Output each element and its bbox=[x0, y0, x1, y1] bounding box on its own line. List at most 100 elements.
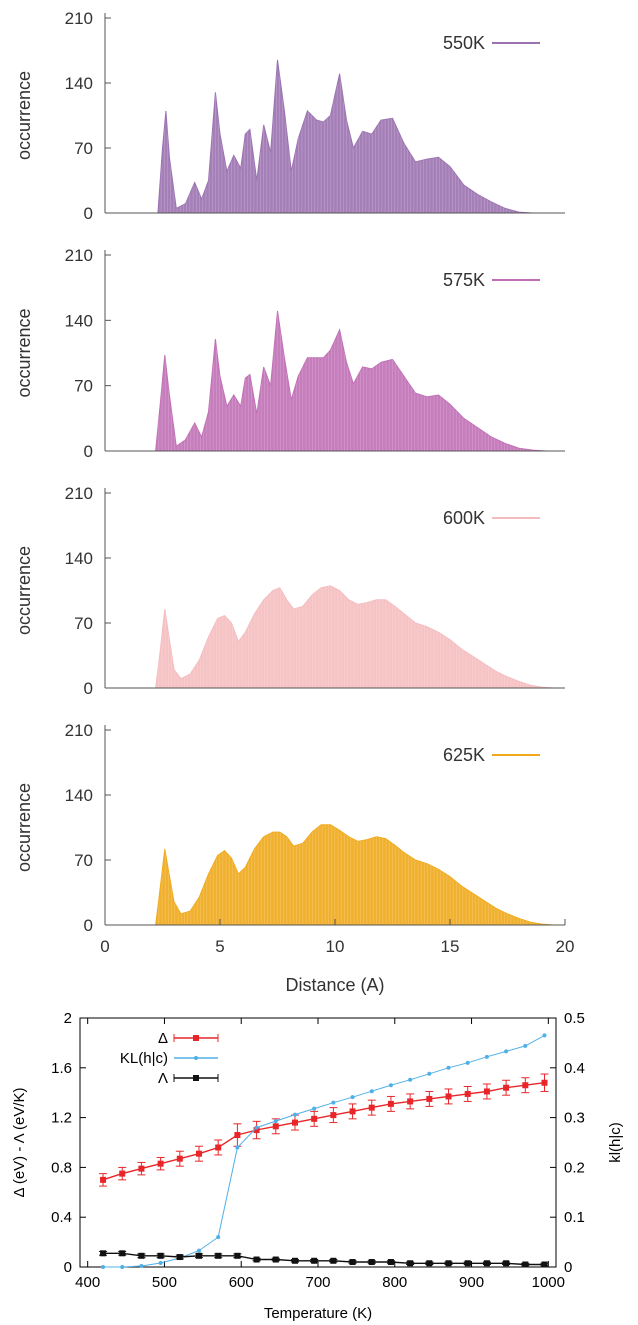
x-axis-label: Distance (A) bbox=[285, 975, 384, 995]
data-point bbox=[176, 1254, 183, 1261]
data-point bbox=[503, 1260, 510, 1267]
distance-panel-575K: 0 70 140 210 occurrence 575K bbox=[14, 246, 565, 461]
data-point bbox=[119, 1250, 126, 1257]
data-point bbox=[311, 1257, 318, 1264]
data-point bbox=[119, 1170, 126, 1177]
data-point bbox=[503, 1084, 510, 1091]
legend-label-575K: 575K bbox=[443, 270, 485, 290]
series-1 bbox=[101, 1033, 547, 1269]
data-point bbox=[522, 1261, 529, 1268]
data-point bbox=[157, 1160, 164, 1167]
data-point bbox=[542, 1033, 547, 1038]
y-axis-label: occurrence bbox=[14, 546, 34, 635]
data-point bbox=[387, 1100, 394, 1107]
data-point bbox=[407, 1260, 414, 1267]
data-point bbox=[235, 1145, 240, 1150]
data-point bbox=[504, 1049, 509, 1054]
data-point bbox=[464, 1090, 471, 1097]
data-point bbox=[369, 1089, 374, 1094]
area-series-600K bbox=[155, 585, 561, 689]
y-tick-label: 0 bbox=[64, 1259, 72, 1276]
y-tick-label: 0.4 bbox=[51, 1209, 72, 1226]
y-tick-label: 70 bbox=[74, 139, 93, 158]
data-point bbox=[407, 1098, 414, 1105]
legend-marker bbox=[193, 1075, 199, 1081]
data-point bbox=[368, 1259, 375, 1266]
y-right-axis-label: kl(h|c) bbox=[607, 1122, 624, 1163]
series-0 bbox=[99, 1073, 549, 1187]
y-right-tick-label: 0.5 bbox=[564, 1010, 585, 1027]
data-point bbox=[197, 1248, 201, 1253]
data-point bbox=[368, 1104, 375, 1111]
data-point bbox=[138, 1165, 145, 1172]
x-tick-label: 20 bbox=[556, 937, 575, 956]
series-line bbox=[103, 1034, 545, 1268]
legend-label-625K: 625K bbox=[443, 745, 485, 765]
data-point bbox=[349, 1108, 356, 1115]
data-point bbox=[176, 1155, 183, 1162]
x-tick-label: 5 bbox=[215, 937, 224, 956]
data-point bbox=[254, 1125, 259, 1130]
y-tick-label: 0 bbox=[84, 916, 93, 935]
temperature-plot: 400 500 600 700 800 900 100000.40.81.21.6200.1… bbox=[11, 1010, 624, 1322]
legend-marker bbox=[193, 1035, 199, 1041]
data-point bbox=[522, 1082, 529, 1089]
area-series-550K bbox=[157, 59, 556, 214]
y-tick-label: 0 bbox=[84, 442, 93, 461]
data-point bbox=[331, 1100, 336, 1105]
data-point bbox=[157, 1252, 164, 1259]
data-point bbox=[445, 1093, 452, 1100]
y-tick-label: 0 bbox=[84, 204, 93, 223]
area-series-625K bbox=[155, 824, 561, 926]
data-point bbox=[272, 1123, 279, 1130]
data-point bbox=[253, 1256, 260, 1263]
distance-x-axis: 0 5 10 15 20 Distance (A) bbox=[100, 919, 574, 995]
y-right-tick-label: 0.2 bbox=[564, 1159, 585, 1176]
data-point bbox=[446, 1065, 451, 1070]
data-point bbox=[427, 1071, 432, 1076]
y-tick-label: 140 bbox=[65, 311, 93, 330]
y-tick-label: 2 bbox=[64, 1010, 72, 1027]
distance-panel-625K: 0 70 140 210 occurrence 625K bbox=[14, 721, 565, 935]
x-tick-label: 400 bbox=[75, 1274, 100, 1291]
data-point bbox=[215, 1252, 222, 1259]
data-point bbox=[234, 1132, 241, 1139]
x-tick-label: 1000 bbox=[532, 1274, 565, 1291]
y-tick-label: 140 bbox=[65, 549, 93, 568]
y-tick-label: 140 bbox=[65, 786, 93, 805]
data-point bbox=[484, 1054, 489, 1059]
area-series-575K bbox=[155, 310, 556, 452]
y-tick-label: 70 bbox=[74, 614, 93, 633]
data-point bbox=[408, 1077, 413, 1082]
data-point bbox=[292, 1112, 297, 1117]
y-right-tick-label: 0 bbox=[564, 1259, 572, 1276]
x-tick-label: 800 bbox=[382, 1274, 407, 1291]
legend-label-600K: 600K bbox=[443, 508, 485, 528]
x-tick-label: 15 bbox=[441, 937, 460, 956]
x-tick-label: 10 bbox=[326, 937, 345, 956]
legend-label: Δ bbox=[158, 1030, 168, 1047]
y-axis-label: occurrence bbox=[14, 71, 34, 160]
data-point bbox=[158, 1261, 163, 1266]
x-tick-label: 600 bbox=[229, 1274, 254, 1291]
series-line bbox=[103, 1252, 545, 1266]
legend: Δ KL(h|c) Λ bbox=[120, 1030, 219, 1087]
x-tick-label: 700 bbox=[305, 1274, 330, 1291]
data-point bbox=[330, 1257, 337, 1264]
data-point bbox=[465, 1060, 470, 1065]
data-point bbox=[196, 1150, 202, 1157]
x-tick-label: 0 bbox=[100, 937, 109, 956]
data-point bbox=[523, 1043, 528, 1048]
data-point bbox=[388, 1083, 393, 1088]
data-point bbox=[483, 1260, 490, 1267]
y-tick-label: 1.2 bbox=[51, 1110, 72, 1127]
data-point bbox=[312, 1106, 317, 1111]
x-tick-label: 900 bbox=[459, 1274, 484, 1291]
data-point bbox=[311, 1115, 318, 1122]
y-axis-label: occurrence bbox=[14, 308, 34, 397]
y-tick-label: 70 bbox=[74, 377, 93, 396]
data-point bbox=[253, 1127, 260, 1134]
data-point bbox=[541, 1079, 548, 1086]
data-point bbox=[464, 1260, 471, 1267]
y-tick-label: 0 bbox=[84, 679, 93, 698]
